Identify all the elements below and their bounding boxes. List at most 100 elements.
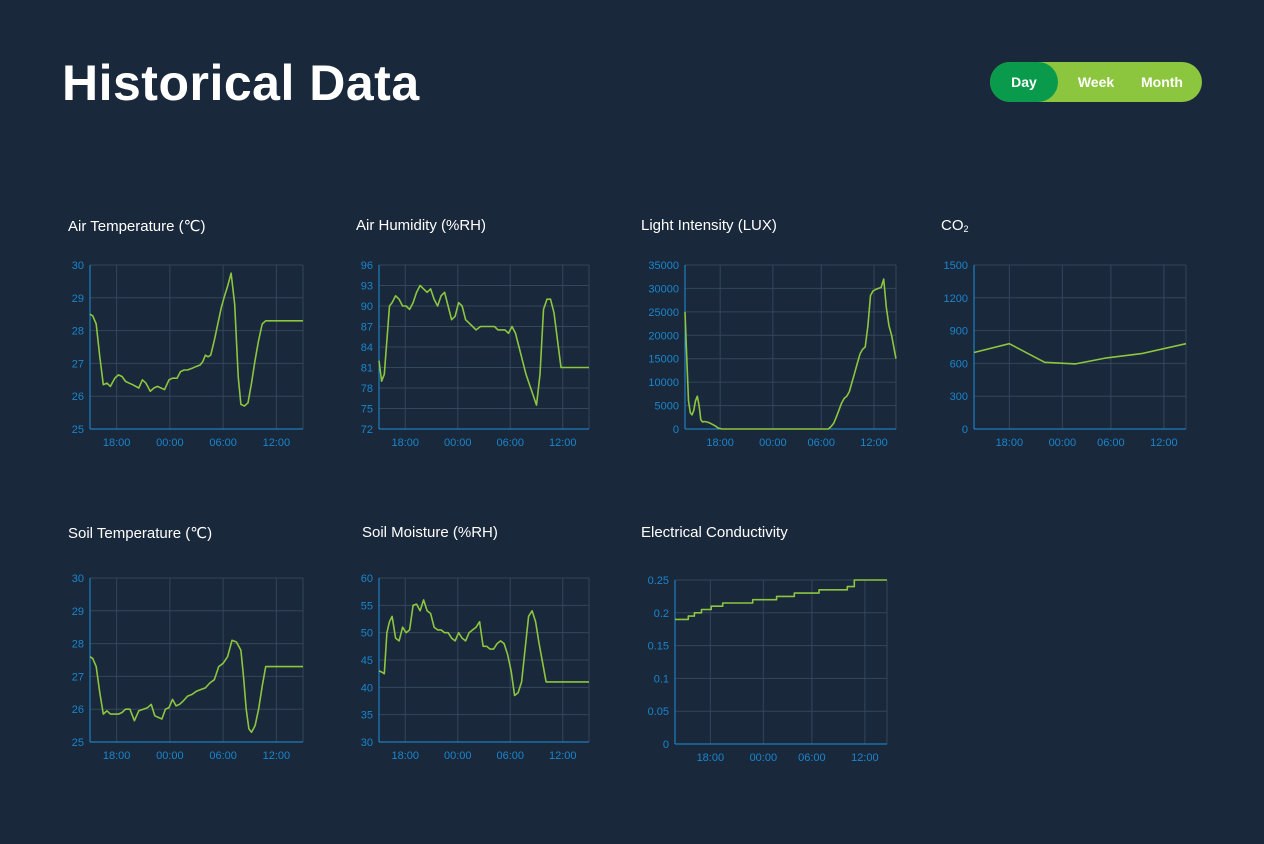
time-range-toggle: Day Week Month xyxy=(990,62,1202,102)
y-tick-label: 26 xyxy=(72,704,84,716)
x-tick-label: 12:00 xyxy=(851,752,879,764)
y-tick-label: 0 xyxy=(673,424,679,436)
air-humidity-title: Air Humidity (%RH) xyxy=(356,217,487,234)
range-day-button[interactable]: Day xyxy=(990,62,1058,102)
x-tick-label: 00:00 xyxy=(156,437,184,449)
y-tick-label: 93 xyxy=(361,281,373,293)
y-tick-label: 28 xyxy=(72,326,84,338)
x-tick-label: 12:00 xyxy=(263,437,291,449)
y-tick-label: 25 xyxy=(72,737,84,749)
co2-chart: 0 300 600 900 1200 1500 18:00 00:00 06:00 12:00 xyxy=(944,260,1187,449)
y-tick-label: 30 xyxy=(72,260,84,272)
electrical-conductivity-chart: 0 0.05 0.1 0.15 0.2 0.25 18:00 00:00 06:00 12:00 xyxy=(648,575,888,764)
y-tick-label: 40 xyxy=(361,682,373,694)
y-tick-label: 30 xyxy=(361,737,373,749)
y-tick-label: 50 xyxy=(361,628,373,640)
y-tick-label: 78 xyxy=(361,383,373,395)
x-tick-label: 00:00 xyxy=(1049,437,1077,449)
x-tick-label: 18:00 xyxy=(103,437,131,449)
series-line xyxy=(378,599,589,697)
y-tick-label: 30000 xyxy=(648,283,679,295)
y-tick-label: 75 xyxy=(361,404,373,416)
x-tick-label: 00:00 xyxy=(156,750,184,762)
y-tick-label: 29 xyxy=(72,293,84,305)
soil-temperature-title: Soil Temperature (℃) xyxy=(68,525,213,542)
air-temperature-chart: 25 26 27 28 29 30 18:00 00:00 06:00 12:00 xyxy=(72,260,304,449)
y-tick-label: 55 xyxy=(361,600,373,612)
x-tick-label: 12:00 xyxy=(263,750,291,762)
x-tick-label: 12:00 xyxy=(1150,437,1178,449)
x-tick-label: 18:00 xyxy=(996,437,1024,449)
series-line xyxy=(378,284,589,406)
y-tick-label: 26 xyxy=(72,391,84,403)
soil-temperature-chart: 25 26 27 28 29 30 18:00 00:00 06:00 12:00 xyxy=(72,573,304,762)
y-tick-label: 60 xyxy=(361,573,373,585)
x-tick-label: 06:00 xyxy=(798,752,826,764)
y-tick-label: 35 xyxy=(361,710,373,722)
y-tick-label: 81 xyxy=(361,363,373,375)
series-line xyxy=(89,639,303,733)
y-tick-label: 27 xyxy=(72,671,84,683)
x-tick-label: 06:00 xyxy=(209,750,237,762)
grid-lines xyxy=(89,264,304,430)
series-line xyxy=(973,342,1187,365)
y-tick-label: 900 xyxy=(950,326,968,338)
x-tick-label: 06:00 xyxy=(496,750,524,762)
co2-title: CO2 xyxy=(941,217,969,234)
grid-lines xyxy=(378,577,590,743)
co2-title-text: CO xyxy=(941,217,964,234)
x-tick-label: 06:00 xyxy=(808,437,836,449)
y-tick-label: 96 xyxy=(361,260,373,272)
series-line xyxy=(684,278,897,430)
y-tick-label: 45 xyxy=(361,655,373,667)
y-tick-label: 300 xyxy=(950,391,968,403)
grid-lines xyxy=(684,264,897,430)
x-tick-label: 00:00 xyxy=(759,437,787,449)
y-tick-label: 0 xyxy=(663,739,669,751)
x-tick-label: 18:00 xyxy=(697,752,725,764)
y-tick-label: 30 xyxy=(72,573,84,585)
x-tick-label: 06:00 xyxy=(209,437,237,449)
range-month-button[interactable]: Month xyxy=(1141,74,1183,90)
x-tick-label: 12:00 xyxy=(860,437,888,449)
x-tick-label: 12:00 xyxy=(549,437,577,449)
y-tick-label: 72 xyxy=(361,424,373,436)
y-tick-label: 84 xyxy=(361,342,373,354)
electrical-conductivity-title: Electrical Conductivity xyxy=(641,524,788,541)
y-tick-label: 1200 xyxy=(944,293,968,305)
y-tick-label: 87 xyxy=(361,322,373,334)
x-tick-label: 18:00 xyxy=(391,750,419,762)
x-tick-label: 18:00 xyxy=(706,437,734,449)
y-tick-label: 5000 xyxy=(655,401,679,413)
y-tick-label: 35000 xyxy=(648,260,679,272)
grid-lines xyxy=(973,264,1187,430)
series-line xyxy=(89,272,303,407)
y-tick-label: 28 xyxy=(72,639,84,651)
y-tick-label: 29 xyxy=(72,606,84,618)
soil-moisture-title: Soil Moisture (%RH) xyxy=(362,524,498,541)
y-tick-label: 600 xyxy=(950,358,968,370)
soil-moisture-chart: 30 35 40 45 50 55 60 18:00 00:00 06:00 12:00 xyxy=(361,573,590,762)
y-tick-label: 25 xyxy=(72,424,84,436)
x-tick-label: 00:00 xyxy=(444,437,472,449)
y-tick-label: 10000 xyxy=(648,377,679,389)
air-temperature-title: Air Temperature (℃) xyxy=(68,218,206,235)
x-tick-label: 18:00 xyxy=(103,750,131,762)
y-tick-label: 0.2 xyxy=(654,608,669,620)
y-tick-label: 1500 xyxy=(944,260,968,272)
y-tick-label: 20000 xyxy=(648,330,679,342)
x-tick-label: 06:00 xyxy=(1097,437,1125,449)
y-tick-label: 90 xyxy=(361,301,373,313)
y-tick-label: 0 xyxy=(962,424,968,436)
range-week-button[interactable]: Week xyxy=(1077,74,1115,90)
y-tick-label: 27 xyxy=(72,358,84,370)
y-tick-label: 0.15 xyxy=(648,641,669,653)
x-tick-label: 00:00 xyxy=(444,750,472,762)
x-tick-label: 06:00 xyxy=(496,437,524,449)
grid-lines xyxy=(89,577,304,743)
y-tick-label: 0.05 xyxy=(648,706,669,718)
light-intensity-chart: 0 5000 10000 15000 20000 25000 30000 35000 18:00… xyxy=(648,260,897,449)
y-tick-label: 0.1 xyxy=(654,673,669,685)
x-tick-label: 12:00 xyxy=(549,750,577,762)
grid-lines xyxy=(378,264,590,430)
